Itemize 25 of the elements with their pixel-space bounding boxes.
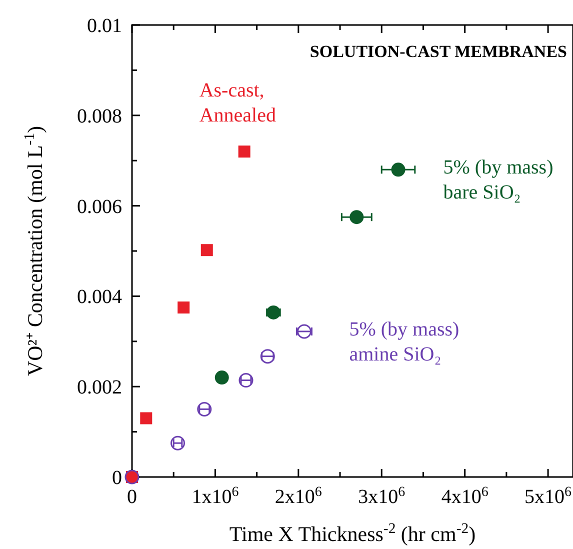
x-tick-label: 1x10$^{6}$ [192, 484, 239, 508]
point [214, 370, 229, 385]
y-tick-label: 0.01 [87, 15, 122, 37]
point [238, 146, 250, 158]
x-axis-title: Time X Thickness$^{-2}$ (hr cm$^{-2}$) [229, 521, 476, 546]
series-label: 5% (by mass) bare SiO₂ [443, 156, 554, 204]
y-tick-label: 0.006 [77, 196, 122, 218]
point [200, 244, 213, 256]
series-label: 5% (by mass) amine SiO₂ [349, 318, 460, 366]
point [350, 210, 364, 224]
y-tick-label: 0.004 [77, 286, 122, 308]
point [178, 302, 190, 314]
x-tick-label: 0 [127, 486, 137, 508]
point [391, 162, 406, 177]
point [140, 412, 152, 424]
x-tick-label: 3x10$^{6}$ [358, 484, 406, 508]
point [266, 305, 280, 320]
x-tick-label: 2x10$^{6}$ [274, 484, 322, 508]
x-tick-label: 4x10$^{6}$ [441, 484, 488, 508]
text: SOLUTION-CAST MEMBRANES [310, 42, 567, 61]
y-tick-label: 0.002 [77, 376, 122, 399]
y-tick-label: 0.008 [77, 105, 122, 128]
y-tick-label: 0 [112, 467, 122, 489]
series-label: As-cast, Annealed [199, 80, 276, 127]
x-tick-label: 5x10$^{6}$ [524, 484, 572, 508]
